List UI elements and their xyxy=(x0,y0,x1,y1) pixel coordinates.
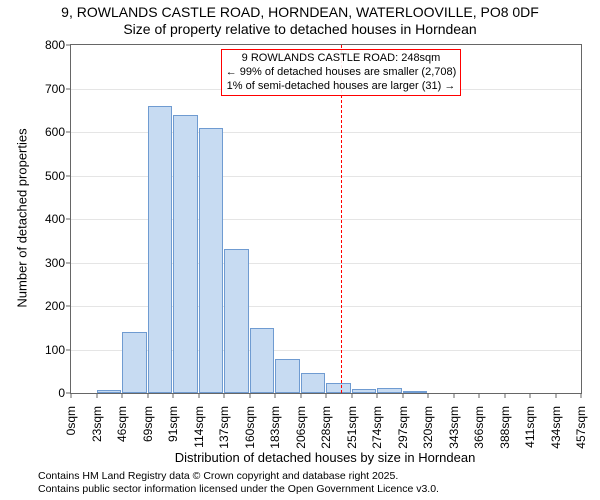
x-tick-mark xyxy=(122,393,123,398)
x-tick-label: 457sqm xyxy=(574,406,588,449)
y-tick-label: 400 xyxy=(45,212,65,226)
y-tick-mark xyxy=(66,349,71,350)
histogram-bar xyxy=(199,128,224,393)
y-tick-label: 600 xyxy=(45,125,65,139)
x-tick-mark xyxy=(377,393,378,398)
license-line-2: Contains public sector information licen… xyxy=(38,483,439,496)
x-tick-label: 160sqm xyxy=(243,406,257,449)
x-tick-mark xyxy=(300,393,301,398)
x-tick-label: 69sqm xyxy=(141,406,155,442)
license-text: Contains HM Land Registry data © Crown c… xyxy=(38,470,439,496)
y-tick-mark xyxy=(66,88,71,89)
x-tick-label: 46sqm xyxy=(115,406,129,442)
y-tick-mark xyxy=(66,45,71,46)
x-tick-mark xyxy=(71,393,72,398)
histogram-bar xyxy=(275,359,300,393)
x-tick-label: 114sqm xyxy=(192,406,206,448)
y-axis-label: Number of detached properties xyxy=(15,128,30,307)
x-tick-label: 91sqm xyxy=(166,406,180,442)
histogram-bar xyxy=(173,115,198,393)
x-tick-mark xyxy=(453,393,454,398)
histogram-bar xyxy=(122,332,147,393)
y-tick-mark xyxy=(66,132,71,133)
x-axis-label: Distribution of detached houses by size … xyxy=(175,450,476,465)
histogram-bar xyxy=(148,106,173,393)
x-tick-mark xyxy=(275,393,276,398)
x-tick-mark xyxy=(479,393,480,398)
x-tick-mark xyxy=(581,393,582,398)
x-tick-mark xyxy=(428,393,429,398)
chart: 0 100 200 300 400 500 600 700 800 0sqm 23sqm 46sqm 6… xyxy=(0,0,600,500)
y-tick-label: 700 xyxy=(45,82,65,96)
annotation-line: 1% of semi-detached houses are larger (3… xyxy=(226,80,457,94)
histogram-bar xyxy=(403,391,428,393)
license-line-1: Contains HM Land Registry data © Crown c… xyxy=(38,470,439,483)
reference-annotation: 9 ROWLANDS CASTLE ROAD: 248sqm← 99% of d… xyxy=(221,49,462,96)
x-tick-mark xyxy=(198,393,199,398)
histogram-bar xyxy=(250,328,275,393)
x-tick-label: 183sqm xyxy=(268,406,282,449)
y-tick-label: 0 xyxy=(58,386,65,400)
x-tick-mark xyxy=(530,393,531,398)
x-tick-label: 343sqm xyxy=(447,406,461,449)
x-tick-mark xyxy=(402,393,403,398)
annotation-line: ← 99% of detached houses are smaller (2,… xyxy=(226,66,457,80)
x-tick-label: 206sqm xyxy=(294,406,308,449)
y-tick-label: 300 xyxy=(45,256,65,270)
x-tick-mark xyxy=(173,393,174,398)
annotation-line: 9 ROWLANDS CASTLE ROAD: 248sqm xyxy=(226,52,457,66)
x-tick-label: 137sqm xyxy=(217,406,231,449)
histogram-bar xyxy=(326,383,351,393)
y-tick-label: 500 xyxy=(45,169,65,183)
y-tick-mark xyxy=(66,175,71,176)
y-tick-mark xyxy=(66,219,71,220)
histogram-bar xyxy=(352,389,377,393)
x-tick-mark xyxy=(555,393,556,398)
histogram-bar xyxy=(224,249,249,393)
x-tick-label: 251sqm xyxy=(345,406,359,449)
x-tick-mark xyxy=(249,393,250,398)
x-tick-label: 411sqm xyxy=(523,406,537,448)
x-tick-mark xyxy=(224,393,225,398)
x-tick-label: 320sqm xyxy=(421,406,435,449)
x-tick-mark xyxy=(351,393,352,398)
x-tick-label: 388sqm xyxy=(498,406,512,449)
y-tick-mark xyxy=(66,262,71,263)
y-tick-label: 800 xyxy=(45,38,65,52)
x-tick-label: 274sqm xyxy=(370,406,384,449)
y-tick-mark xyxy=(66,306,71,307)
x-tick-label: 434sqm xyxy=(549,406,563,449)
x-tick-mark xyxy=(96,393,97,398)
x-tick-mark xyxy=(147,393,148,398)
plot-area: 01002003004005006007008000sqm23sqm46sqm6… xyxy=(70,44,582,394)
histogram-bar xyxy=(377,388,402,393)
x-tick-label: 23sqm xyxy=(90,406,104,442)
histogram-bar xyxy=(97,390,122,393)
x-tick-label: 366sqm xyxy=(472,406,486,449)
y-tick-label: 100 xyxy=(45,343,65,357)
reference-line xyxy=(341,45,342,393)
histogram-bar xyxy=(301,373,326,393)
x-tick-label: 228sqm xyxy=(319,406,333,449)
x-tick-mark xyxy=(326,393,327,398)
x-tick-mark xyxy=(504,393,505,398)
x-tick-label: 0sqm xyxy=(64,406,78,435)
x-tick-label: 297sqm xyxy=(396,406,410,449)
y-tick-label: 200 xyxy=(45,299,65,313)
